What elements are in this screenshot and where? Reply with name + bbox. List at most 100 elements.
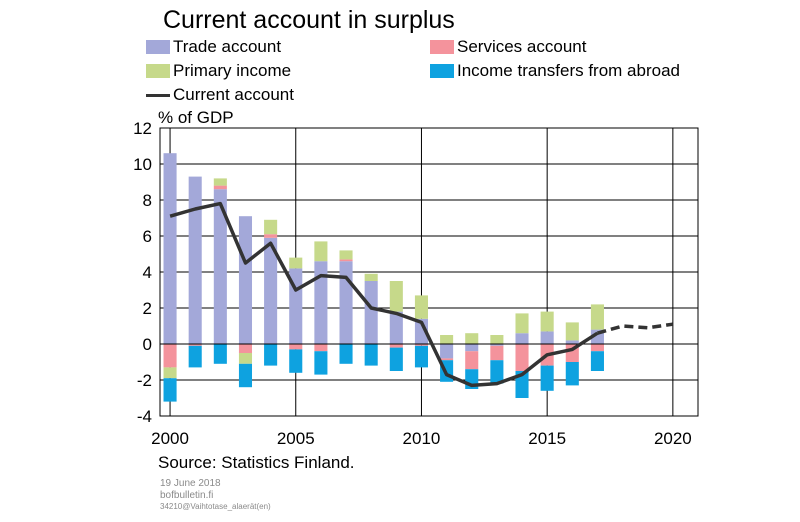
bar-income-transfers-from-abroad [389, 347, 403, 371]
bar-income-transfers-from-abroad [163, 378, 177, 402]
bar-primary-income [465, 333, 479, 344]
bar-primary-income [590, 304, 604, 330]
y-tick-label: 6 [143, 227, 152, 246]
bar-primary-income [289, 257, 303, 269]
bar-primary-income [238, 353, 253, 364]
bar-services-account [314, 344, 328, 352]
legend-item-current-account: Current account [146, 85, 294, 105]
bar-income-transfers-from-abroad [490, 360, 504, 384]
legend-item-primary-income: Primary income [146, 61, 291, 81]
x-tick-label: 2005 [277, 429, 315, 448]
bar-primary-income [515, 313, 529, 334]
bar-primary-income [314, 241, 328, 262]
bar-trade-account [238, 216, 253, 344]
source-note: Source: Statistics Finland. [158, 453, 355, 472]
x-tick-label: 2015 [528, 429, 566, 448]
legend-label-trade-account: Trade account [173, 37, 282, 56]
y-tick-label: 12 [133, 119, 152, 138]
bar-trade-account [188, 176, 202, 344]
bar-income-transfers-from-abroad [238, 363, 253, 388]
bar-trade-account [339, 261, 353, 344]
bar-primary-income [490, 335, 504, 344]
legend-swatch-income-transfers [430, 64, 454, 78]
bar-primary-income [440, 335, 454, 344]
bar-primary-income [565, 322, 579, 341]
bar-trade-account [389, 311, 403, 344]
chart-title: Current account in surplus [163, 6, 455, 34]
bar-income-transfers-from-abroad [414, 345, 428, 368]
legend-swatch-services-account [430, 40, 454, 54]
legend-label-current-account: Current account [173, 85, 294, 104]
bar-services-account [515, 344, 529, 371]
bar-services-account [264, 234, 278, 238]
bar-trade-account [540, 331, 554, 344]
bar-trade-account [213, 189, 227, 344]
bar-primary-income [414, 295, 428, 319]
legend-item-services-account: Services account [430, 37, 586, 57]
bar-trade-account [314, 261, 328, 344]
bar-services-account [490, 345, 504, 361]
bar-income-transfers-from-abroad [364, 344, 378, 366]
y-tick-label: 0 [143, 335, 152, 354]
bar-income-transfers-from-abroad [289, 349, 303, 373]
bar-trade-account [264, 237, 278, 344]
bar-trade-account [490, 344, 504, 346]
y-tick-label: -2 [137, 371, 152, 390]
bar-services-account [339, 259, 353, 262]
plot-frame [159, 127, 699, 417]
bar-trade-account [515, 333, 529, 344]
legend-item-trade-account: Trade account [146, 37, 281, 57]
bar-trade-account [163, 153, 177, 344]
legend-swatch-primary-income [146, 64, 170, 78]
footer-site: bofbulletin.fi [160, 490, 214, 501]
y-tick-label: 10 [133, 155, 152, 174]
bar-services-account [238, 344, 253, 353]
bar-services-account [465, 351, 479, 370]
bar-income-transfers-from-abroad [515, 371, 529, 398]
bar-primary-income [213, 178, 227, 186]
bar-income-transfers-from-abroad [264, 344, 278, 366]
y-axis-unit-label: % of GDP [158, 108, 234, 127]
bar-income-transfers-from-abroad [314, 351, 328, 375]
y-tick-label: 8 [143, 191, 152, 210]
legend-swatch-current-account [146, 93, 170, 97]
current-account-forecast-line [596, 322, 674, 335]
bar-income-transfers-from-abroad [188, 345, 202, 368]
bar-primary-income [364, 273, 378, 281]
y-tick-label: -4 [137, 407, 152, 426]
bar-services-account [440, 358, 454, 361]
bar-primary-income [163, 367, 177, 379]
legend-label-primary-income: Primary income [173, 61, 292, 80]
bar-income-transfers-from-abroad [213, 344, 227, 364]
current-account-line [169, 201, 599, 388]
footer-date: 19 June 2018 [160, 478, 221, 489]
legend-label-services-account: Services account [457, 37, 587, 56]
bar-primary-income [264, 219, 278, 235]
legend-label-income-transfers: Income transfers from abroad [457, 61, 680, 80]
legend-swatch-trade-account [146, 40, 170, 54]
bar-services-account [590, 344, 604, 352]
y-tick-label: 4 [143, 263, 152, 282]
bar-services-account [289, 344, 303, 350]
bar-services-account [389, 344, 403, 348]
bar-income-transfers-from-abroad [565, 362, 579, 386]
bar-trade-account [440, 344, 454, 359]
bar-services-account [163, 344, 177, 368]
bar-services-account [414, 344, 428, 346]
bar-income-transfers-from-abroad [339, 344, 353, 364]
bar-trade-account [364, 281, 378, 344]
bar-services-account [213, 185, 227, 190]
bar-primary-income [540, 311, 554, 332]
bar-services-account [188, 344, 202, 346]
y-tick-label: 2 [143, 299, 152, 318]
bar-primary-income [389, 281, 403, 312]
bar-income-transfers-from-abroad [590, 351, 604, 371]
bar-primary-income [339, 250, 353, 260]
bar-trade-account [465, 344, 479, 352]
footer-code: 34210@Vaihtotase_alaerät(en) [160, 502, 271, 511]
x-tick-label: 2010 [403, 429, 441, 448]
x-tick-label: 2000 [151, 429, 189, 448]
bar-income-transfers-from-abroad [540, 365, 554, 391]
bar-trade-account [565, 340, 579, 344]
